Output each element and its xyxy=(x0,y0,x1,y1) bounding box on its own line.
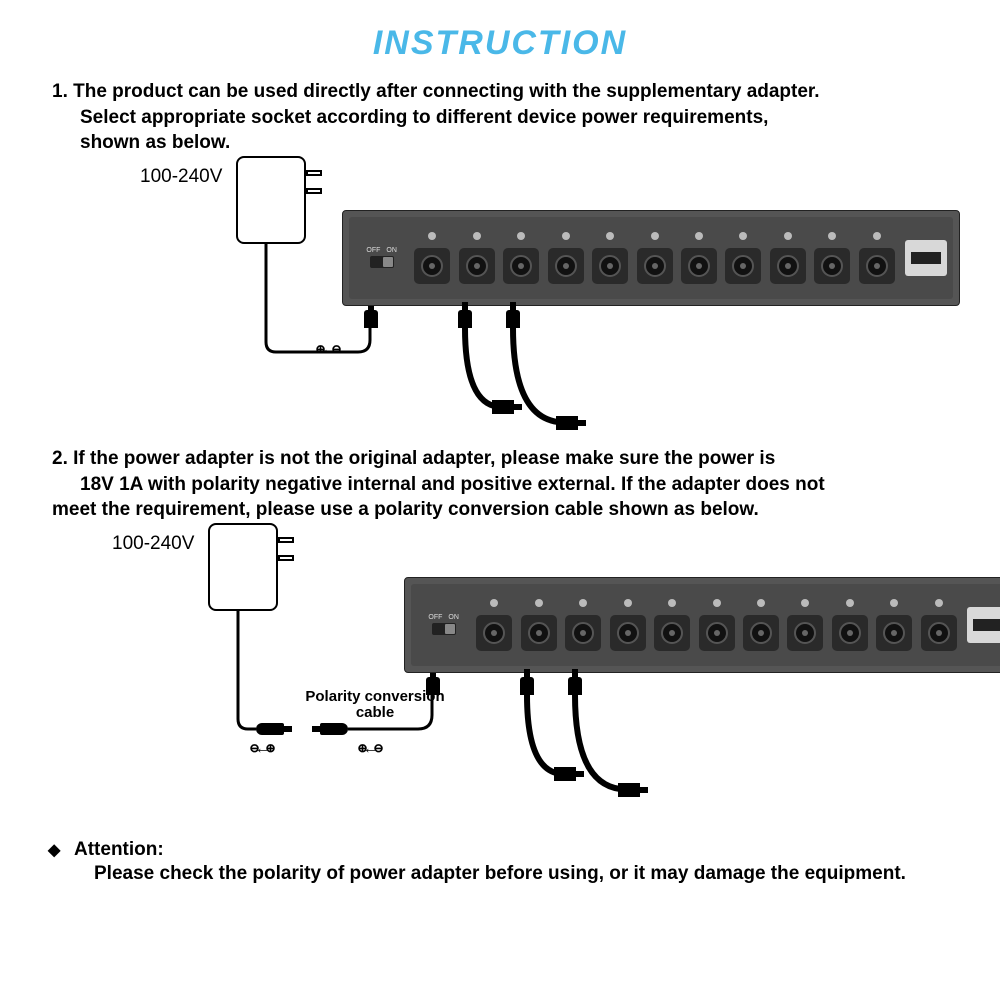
step2-line2: 18V 1A with polarity negative internal a… xyxy=(52,472,948,498)
switch-on-label: ON xyxy=(448,614,459,621)
power-supply-unit: OFF ON xyxy=(342,210,960,306)
jack-2 xyxy=(519,599,559,651)
output-cable-2 xyxy=(506,310,520,328)
step2-line1: 2. If the power adapter is not the origi… xyxy=(52,446,948,472)
prong-icon xyxy=(306,170,322,176)
output-cable-2b xyxy=(568,677,582,695)
switch-off-label: OFF xyxy=(428,614,442,621)
switch-off-label: OFF xyxy=(366,247,380,254)
prong-icon xyxy=(306,188,322,194)
jack-7 xyxy=(741,599,781,651)
barrel-plug-icon xyxy=(256,723,284,735)
jack-11 xyxy=(918,599,958,651)
dc-plug-icon xyxy=(364,310,378,328)
power-switch-area: OFF ON xyxy=(417,614,470,635)
jack-1 xyxy=(412,232,452,284)
power-switch-icon xyxy=(370,256,394,268)
power-adapter-icon xyxy=(208,523,278,611)
jack-3 xyxy=(563,599,603,651)
barrel-socket-icon xyxy=(320,723,348,735)
jack-2 xyxy=(457,232,497,284)
jack-4 xyxy=(607,599,647,651)
jack-8 xyxy=(785,599,825,651)
attention-body: Please check the polarity of power adapt… xyxy=(74,861,948,887)
step2-line3: meet the requirement, please use a polar… xyxy=(32,497,948,523)
jack-5 xyxy=(590,232,630,284)
jack-11 xyxy=(856,232,896,284)
step-2: 2. If the power adapter is not the origi… xyxy=(0,442,1000,819)
power-adapter-icon xyxy=(236,156,306,244)
right-angle-plug-icon xyxy=(618,783,640,797)
voltage-label-1: 100-240V xyxy=(140,166,222,188)
step1-line3: shown as below. xyxy=(52,130,948,156)
step1-line2: Select appropriate socket according to d… xyxy=(52,105,948,131)
wire-icon xyxy=(308,328,378,358)
right-angle-plug-icon xyxy=(556,416,578,430)
jack-10 xyxy=(812,232,852,284)
dc-plug-icon xyxy=(426,677,440,695)
jack-9 xyxy=(830,599,870,651)
page-title: INSTRUCTION xyxy=(0,0,1000,63)
attention-heading: Attention: xyxy=(74,839,948,861)
prong-icon xyxy=(278,555,294,561)
jack-9 xyxy=(768,232,808,284)
polarity-normal-icon: ⊕←⊖ xyxy=(358,739,382,758)
power-supply-unit-2: OFF ON xyxy=(404,577,1000,673)
jack-6 xyxy=(634,232,674,284)
diagram-2: 100-240V ⊖←⊕ ⊕←⊖ Polarity conversioncabl… xyxy=(52,529,948,819)
jack-4 xyxy=(545,232,585,284)
usb-port-icon xyxy=(967,607,1000,643)
jack-3 xyxy=(501,232,541,284)
jack-10 xyxy=(874,599,914,651)
jack-1 xyxy=(474,599,514,651)
voltage-label-2: 100-240V xyxy=(112,533,194,555)
jack-7 xyxy=(679,232,719,284)
switch-on-label: ON xyxy=(386,247,397,254)
prong-icon xyxy=(278,537,294,543)
jack-6 xyxy=(696,599,736,651)
attention-section: Attention: Please check the polarity of … xyxy=(0,819,1000,887)
diagram-1: 100-240V ⊕←⊖ OFF ON xyxy=(52,162,948,442)
jack-8 xyxy=(723,232,763,284)
jack-5 xyxy=(652,599,692,651)
adapter-wire-2-icon xyxy=(202,609,262,739)
step-1: 1. The product can be used directly afte… xyxy=(0,63,1000,442)
power-switch-area: OFF ON xyxy=(355,247,408,268)
polarity-rev-icon: ⊖←⊕ xyxy=(250,739,274,758)
output-cable-1 xyxy=(458,310,472,328)
output-cable-1b xyxy=(520,677,534,695)
step1-line1: 1. The product can be used directly afte… xyxy=(52,79,948,105)
usb-port-icon xyxy=(905,240,947,276)
power-switch-icon xyxy=(432,623,456,635)
